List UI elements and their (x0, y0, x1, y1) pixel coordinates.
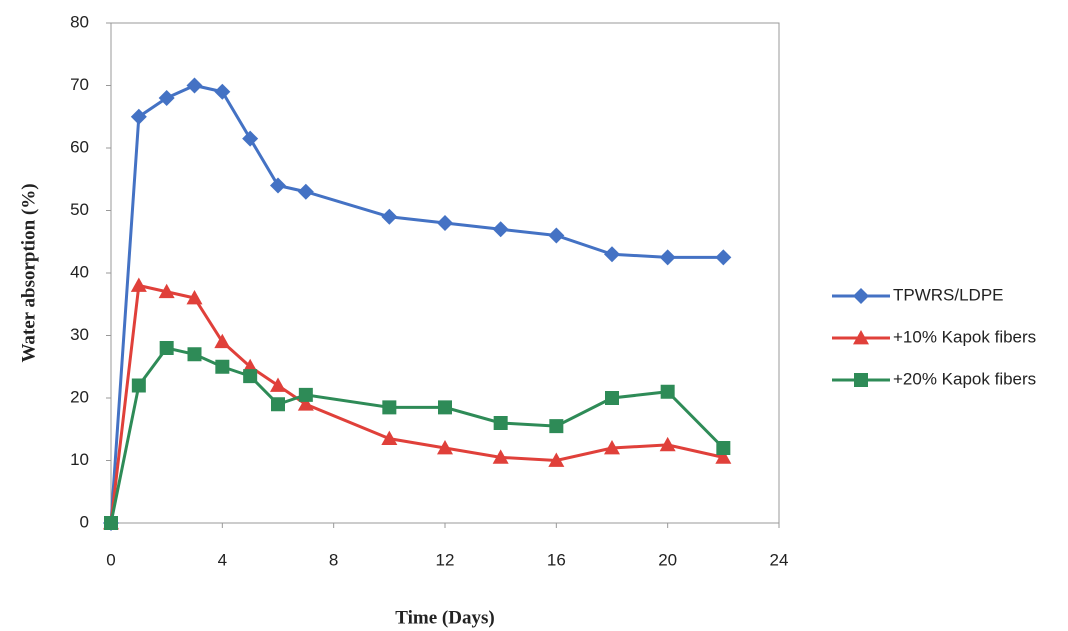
marker (605, 391, 619, 405)
series-line (111, 286, 723, 524)
x-tick-label: 0 (106, 550, 115, 569)
marker (298, 184, 314, 200)
marker (660, 249, 676, 265)
chart: Time (Days) Water absorption (%) 0 10 20 30… (0, 0, 1068, 631)
y-tick-label: 20 (70, 387, 89, 406)
y-tick-label: 30 (70, 325, 89, 344)
legend-marker (853, 288, 869, 304)
marker (270, 178, 286, 194)
marker (104, 516, 118, 530)
marker (187, 78, 203, 94)
series-line (111, 348, 723, 523)
marker (299, 388, 313, 402)
x-axis-title: Time (Days) (395, 607, 494, 628)
legend-label: TPWRS/LDPE (893, 285, 1004, 304)
marker (381, 209, 397, 225)
series-line (111, 86, 723, 524)
x-tick-label: 8 (329, 550, 338, 569)
marker (271, 397, 285, 411)
marker (437, 215, 453, 231)
y-tick-label: 70 (70, 75, 89, 94)
marker (131, 109, 147, 125)
marker (604, 246, 620, 262)
legend-label: +10% Kapok fibers (893, 327, 1036, 346)
x-tick-label: 4 (218, 550, 227, 569)
legend-marker (854, 373, 868, 387)
marker (214, 84, 230, 100)
x-tick-label: 20 (658, 550, 677, 569)
marker (160, 341, 174, 355)
marker (159, 90, 175, 106)
marker (243, 369, 257, 383)
y-tick-label: 60 (70, 137, 89, 156)
marker (242, 131, 258, 147)
marker (438, 400, 452, 414)
marker (716, 441, 730, 455)
marker (715, 249, 731, 265)
marker (188, 347, 202, 361)
x-tick-label: 24 (770, 550, 789, 569)
legend-label: +20% Kapok fibers (893, 369, 1036, 388)
y-tick-label: 80 (70, 12, 89, 31)
marker (493, 221, 509, 237)
marker (548, 228, 564, 244)
marker (132, 379, 146, 393)
marker (215, 360, 229, 374)
marker (549, 419, 563, 433)
marker (494, 416, 508, 430)
y-tick-label: 50 (70, 200, 89, 219)
marker (214, 334, 230, 348)
y-tick-label: 0 (80, 512, 89, 531)
marker (270, 378, 286, 392)
x-tick-label: 12 (436, 550, 455, 569)
x-tick-label: 16 (547, 550, 566, 569)
y-tick-label: 40 (70, 262, 89, 281)
marker (131, 278, 147, 292)
y-tick-label: 10 (70, 450, 89, 469)
marker (382, 400, 396, 414)
y-axis-title: Water absorption (%) (18, 183, 39, 362)
marker (661, 385, 675, 399)
